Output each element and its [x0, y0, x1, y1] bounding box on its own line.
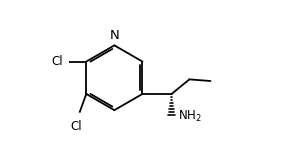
- Text: N: N: [110, 29, 119, 42]
- Text: Cl: Cl: [51, 55, 63, 68]
- Text: Cl: Cl: [71, 120, 82, 133]
- Text: NH$_2$: NH$_2$: [178, 109, 202, 124]
